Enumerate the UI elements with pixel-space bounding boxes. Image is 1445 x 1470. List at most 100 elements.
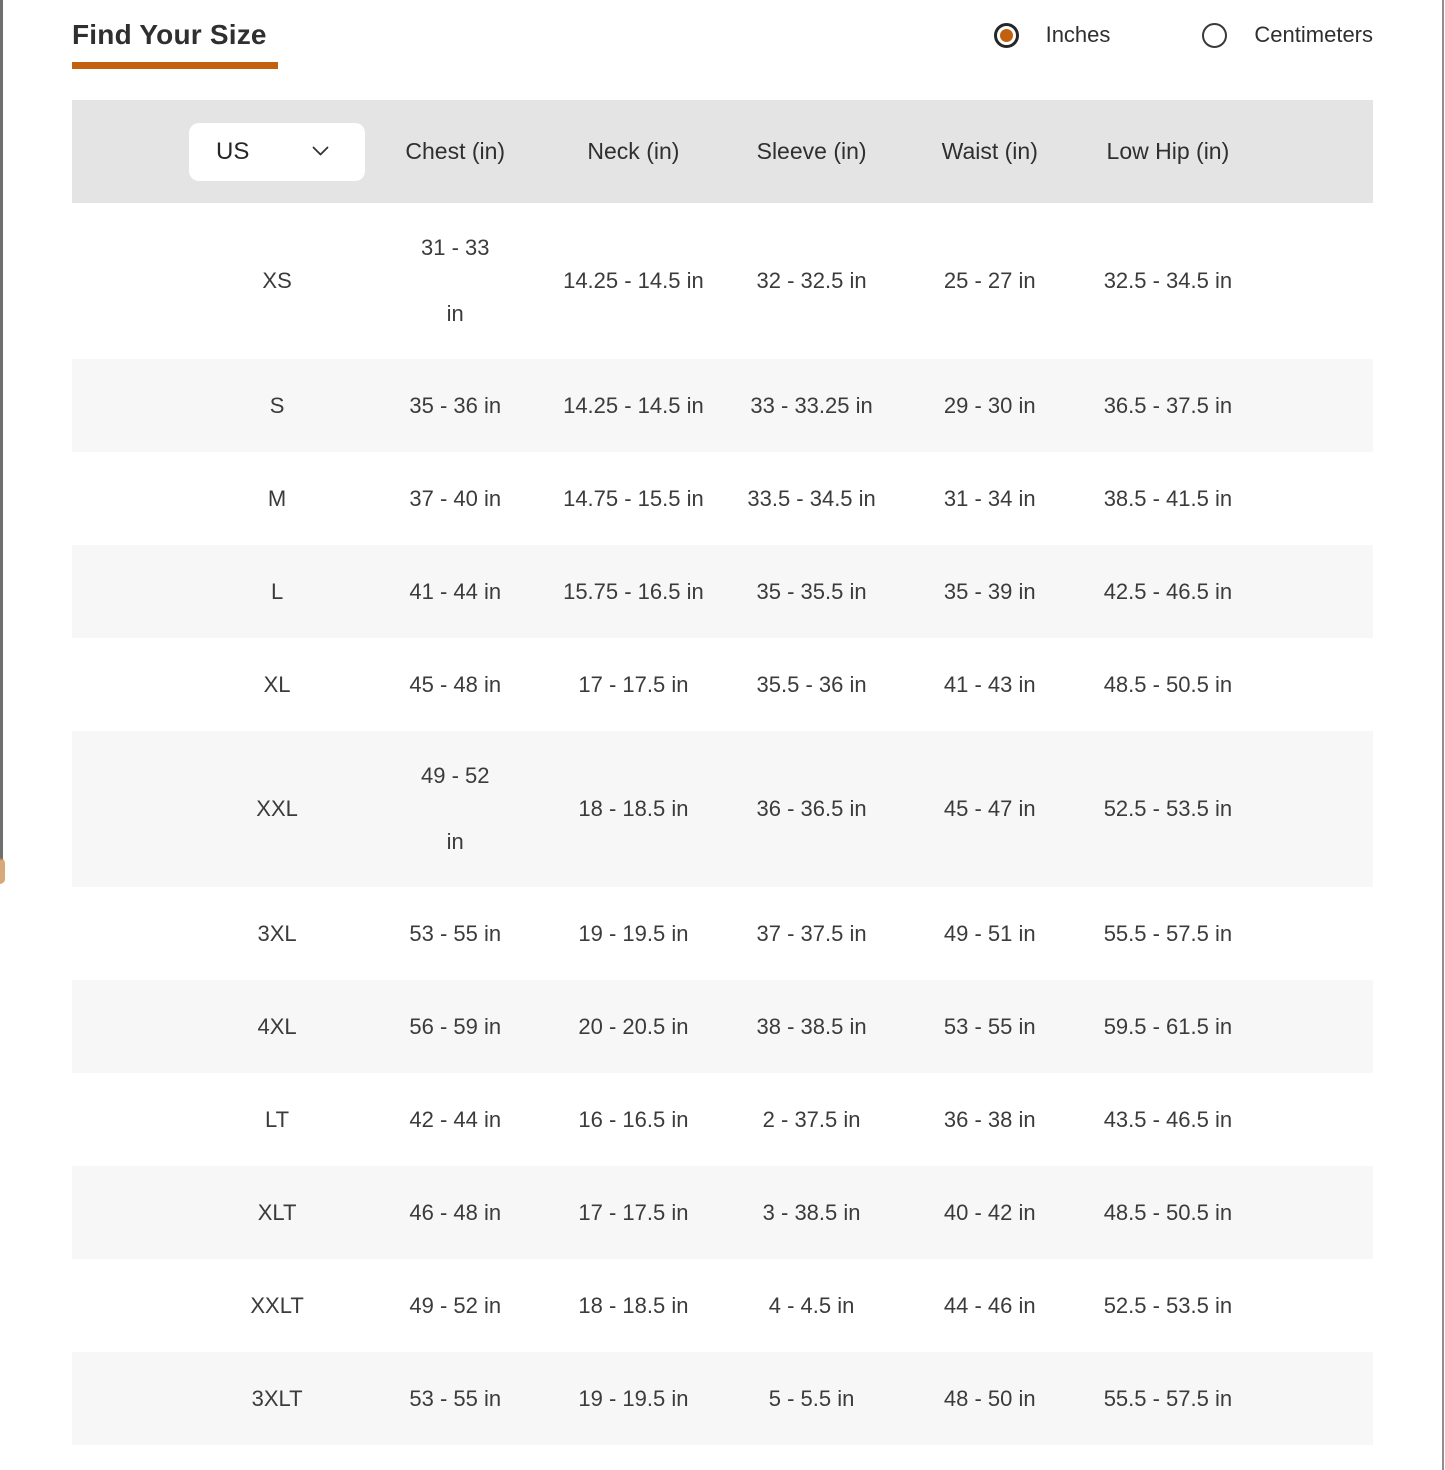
sleeve-cell: 33 - 33.25 in [750, 392, 873, 418]
table-row-m: M 37 - 40 in 14.75 - 15.5 in 33.5 - 34.5… [72, 452, 1373, 545]
chest-cell: 45 - 48 in [409, 671, 502, 697]
radio-selected-dot [999, 28, 1013, 42]
neck-cell: 18 - 18.5 in [578, 796, 689, 821]
column-header-sleeve: Sleeve (in) [756, 138, 867, 164]
low-hip-cell: 59.5 - 61.5 in [1103, 1013, 1233, 1039]
neck-cell: 19 - 19.5 in [578, 1385, 689, 1411]
low-hip-cell: 52.5 - 53.5 in [1103, 796, 1233, 821]
column-header-neck: Neck (in) [587, 138, 680, 164]
size-cell: LT [265, 1106, 290, 1132]
unit-toggle-group: Inches Centimeters [993, 22, 1373, 48]
size-cell: 3XL [257, 920, 297, 946]
sleeve-cell: 38 - 38.5 in [756, 1013, 867, 1039]
chest-cell: 53 - 55 in [409, 1385, 502, 1411]
waist-cell: 29 - 30 in [943, 392, 1036, 418]
neck-cell: 16 - 16.5 in [578, 1106, 689, 1132]
title-underline [72, 62, 278, 69]
size-cell: XLT [257, 1199, 297, 1225]
sleeve-cell: 3 - 38.5 in [762, 1199, 861, 1225]
table-row-xxlt: XXLT 49 - 52 in 18 - 18.5 in 4 - 4.5 in … [72, 1259, 1373, 1352]
waist-cell: 45 - 47 in [943, 796, 1036, 821]
size-guide-header: Find Your Size Inches Centimeters [72, 18, 1373, 69]
radio-option-inches[interactable]: Inches [993, 22, 1111, 48]
chest-cell: 37 - 40 in [409, 485, 502, 511]
sleeve-cell: 4 - 4.5 in [768, 1292, 855, 1318]
page-title: Find Your Size [72, 19, 267, 50]
table-row-lt: LT 42 - 44 in 16 - 16.5 in 2 - 37.5 in 3… [72, 1073, 1373, 1166]
size-cell: 3XLT [251, 1385, 303, 1411]
low-hip-cell: 32.5 - 34.5 in [1103, 268, 1233, 293]
low-hip-cell: 38.5 - 41.5 in [1103, 485, 1233, 511]
size-cell: XL [263, 671, 291, 697]
region-select-dropdown[interactable]: US [189, 122, 366, 181]
neck-cell: 17 - 17.5 in [578, 1199, 689, 1225]
waist-cell: 31 - 34 in [943, 485, 1036, 511]
panel-left-border [0, 0, 3, 860]
low-hip-cell: 43.5 - 46.5 in [1103, 1106, 1233, 1132]
table-row-xlt: XLT 46 - 48 in 17 - 17.5 in 3 - 38.5 in … [72, 1166, 1373, 1259]
sleeve-cell: 5 - 5.5 in [768, 1385, 855, 1411]
radio-button-icon[interactable] [993, 22, 1019, 48]
low-hip-cell: 36.5 - 37.5 in [1103, 392, 1233, 418]
chest-cell: 46 - 48 in [409, 1199, 502, 1225]
sleeve-cell: 32 - 32.5 in [756, 268, 867, 293]
region-select-value: US [216, 137, 250, 165]
neck-cell: 17 - 17.5 in [578, 671, 689, 697]
radio-option-centimeters[interactable]: Centimeters [1202, 22, 1373, 48]
neck-cell: 18 - 18.5 in [578, 1292, 689, 1318]
sleeve-cell: 2 - 37.5 in [762, 1106, 861, 1132]
low-hip-cell: 55.5 - 57.5 in [1103, 920, 1233, 946]
radio-button-icon[interactable] [1202, 22, 1228, 48]
column-header-waist: Waist (in) [941, 138, 1038, 164]
waist-cell: 53 - 55 in [943, 1013, 1036, 1039]
size-cell: M [267, 485, 287, 511]
low-hip-cell: 55.5 - 57.5 in [1103, 1385, 1233, 1411]
table-row-xxl: XXL 49 - 52 in 18 - 18.5 in 36 - 36.5 in… [72, 731, 1373, 887]
neck-cell: 14.25 - 14.5 in [563, 268, 704, 293]
chevron-down-icon [312, 146, 329, 156]
table-body: XS 31 - 33 in 14.25 - 14.5 in 32 - 32.5 … [72, 203, 1373, 1445]
waist-cell: 48 - 50 in [943, 1385, 1036, 1411]
size-cell: 4XL [257, 1013, 297, 1039]
column-header-low-hip: Low Hip (in) [1106, 138, 1230, 164]
table-row-s: S 35 - 36 in 14.25 - 14.5 in 33 - 33.25 … [72, 359, 1373, 452]
table-row-xl: XL 45 - 48 in 17 - 17.5 in 35.5 - 36 in … [72, 638, 1373, 731]
chest-cell: 56 - 59 in [409, 1013, 502, 1039]
low-hip-cell: 52.5 - 53.5 in [1103, 1292, 1233, 1318]
region-header-cell: US [188, 122, 366, 181]
size-cell: XXL [256, 796, 298, 821]
table-row-xs: XS 31 - 33 in 14.25 - 14.5 in 32 - 32.5 … [72, 203, 1373, 359]
table-row-l: L 41 - 44 in 15.75 - 16.5 in 35 - 35.5 i… [72, 545, 1373, 638]
low-hip-cell: 42.5 - 46.5 in [1103, 578, 1233, 604]
sleeve-cell: 36 - 36.5 in [756, 796, 867, 821]
title-block: Find Your Size [72, 18, 278, 69]
sleeve-cell: 37 - 37.5 in [756, 920, 867, 946]
chest-cell: 42 - 44 in [409, 1106, 502, 1132]
scrollbar-track[interactable] [1442, 0, 1444, 1470]
sleeve-cell: 33.5 - 34.5 in [747, 485, 876, 511]
neck-cell: 19 - 19.5 in [578, 920, 689, 946]
chest-cell: 31 - 33 in [420, 235, 490, 326]
waist-cell: 35 - 39 in [943, 578, 1036, 604]
neck-cell: 15.75 - 16.5 in [563, 578, 704, 604]
chest-cell: 49 - 52 in [420, 763, 490, 854]
size-cell: L [270, 578, 284, 604]
neck-cell: 14.75 - 15.5 in [563, 485, 704, 511]
table-row-4xl: 4XL 56 - 59 in 20 - 20.5 in 38 - 38.5 in… [72, 980, 1373, 1073]
neck-cell: 14.25 - 14.5 in [563, 392, 704, 418]
waist-cell: 41 - 43 in [943, 671, 1036, 697]
column-header-chest: Chest (in) [405, 138, 506, 164]
chest-cell: 35 - 36 in [409, 392, 502, 418]
waist-cell: 49 - 51 in [943, 920, 1036, 946]
low-hip-cell: 48.5 - 50.5 in [1103, 1199, 1233, 1225]
sleeve-cell: 35.5 - 36 in [756, 671, 867, 697]
waist-cell: 40 - 42 in [943, 1199, 1036, 1225]
radio-label-inches: Inches [1045, 22, 1111, 47]
neck-cell: 20 - 20.5 in [578, 1013, 689, 1039]
size-chart-table: US Chest (in) Neck (in) Sleeve (in) Wais… [72, 100, 1373, 1445]
radio-label-centimeters: Centimeters [1254, 22, 1373, 47]
waist-cell: 44 - 46 in [943, 1292, 1036, 1318]
table-row-3xl: 3XL 53 - 55 in 19 - 19.5 in 37 - 37.5 in… [72, 887, 1373, 980]
low-hip-cell: 48.5 - 50.5 in [1103, 671, 1233, 697]
